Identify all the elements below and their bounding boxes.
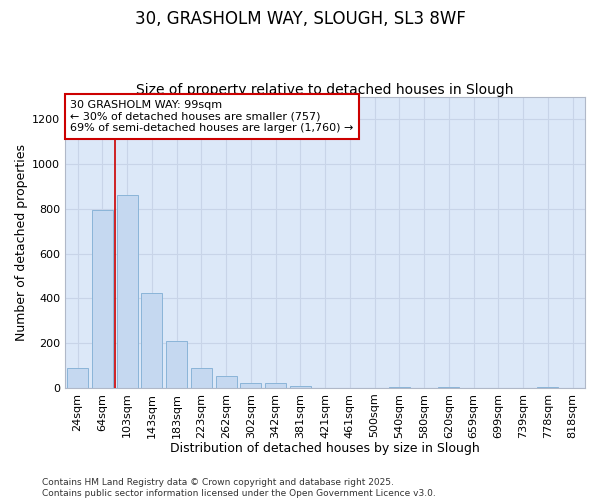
Bar [538, 386, 559, 388]
Bar [240, 383, 262, 388]
Bar [215, 376, 236, 388]
Bar [141, 293, 163, 388]
Text: Contains HM Land Registry data © Crown copyright and database right 2025.
Contai: Contains HM Land Registry data © Crown c… [42, 478, 436, 498]
Bar [166, 341, 187, 388]
Text: 30 GRASHOLM WAY: 99sqm
← 30% of detached houses are smaller (757)
69% of semi-de: 30 GRASHOLM WAY: 99sqm ← 30% of detached… [70, 100, 354, 133]
Bar [116, 195, 137, 388]
Bar [389, 386, 410, 388]
Text: 30, GRASHOLM WAY, SLOUGH, SL3 8WF: 30, GRASHOLM WAY, SLOUGH, SL3 8WF [134, 10, 466, 28]
Bar [92, 210, 113, 388]
Bar [439, 386, 460, 388]
Bar [67, 368, 88, 388]
X-axis label: Distribution of detached houses by size in Slough: Distribution of detached houses by size … [170, 442, 480, 455]
Title: Size of property relative to detached houses in Slough: Size of property relative to detached ho… [136, 83, 514, 97]
Bar [290, 386, 311, 388]
Bar [265, 383, 286, 388]
Bar [191, 368, 212, 388]
Y-axis label: Number of detached properties: Number of detached properties [15, 144, 28, 341]
